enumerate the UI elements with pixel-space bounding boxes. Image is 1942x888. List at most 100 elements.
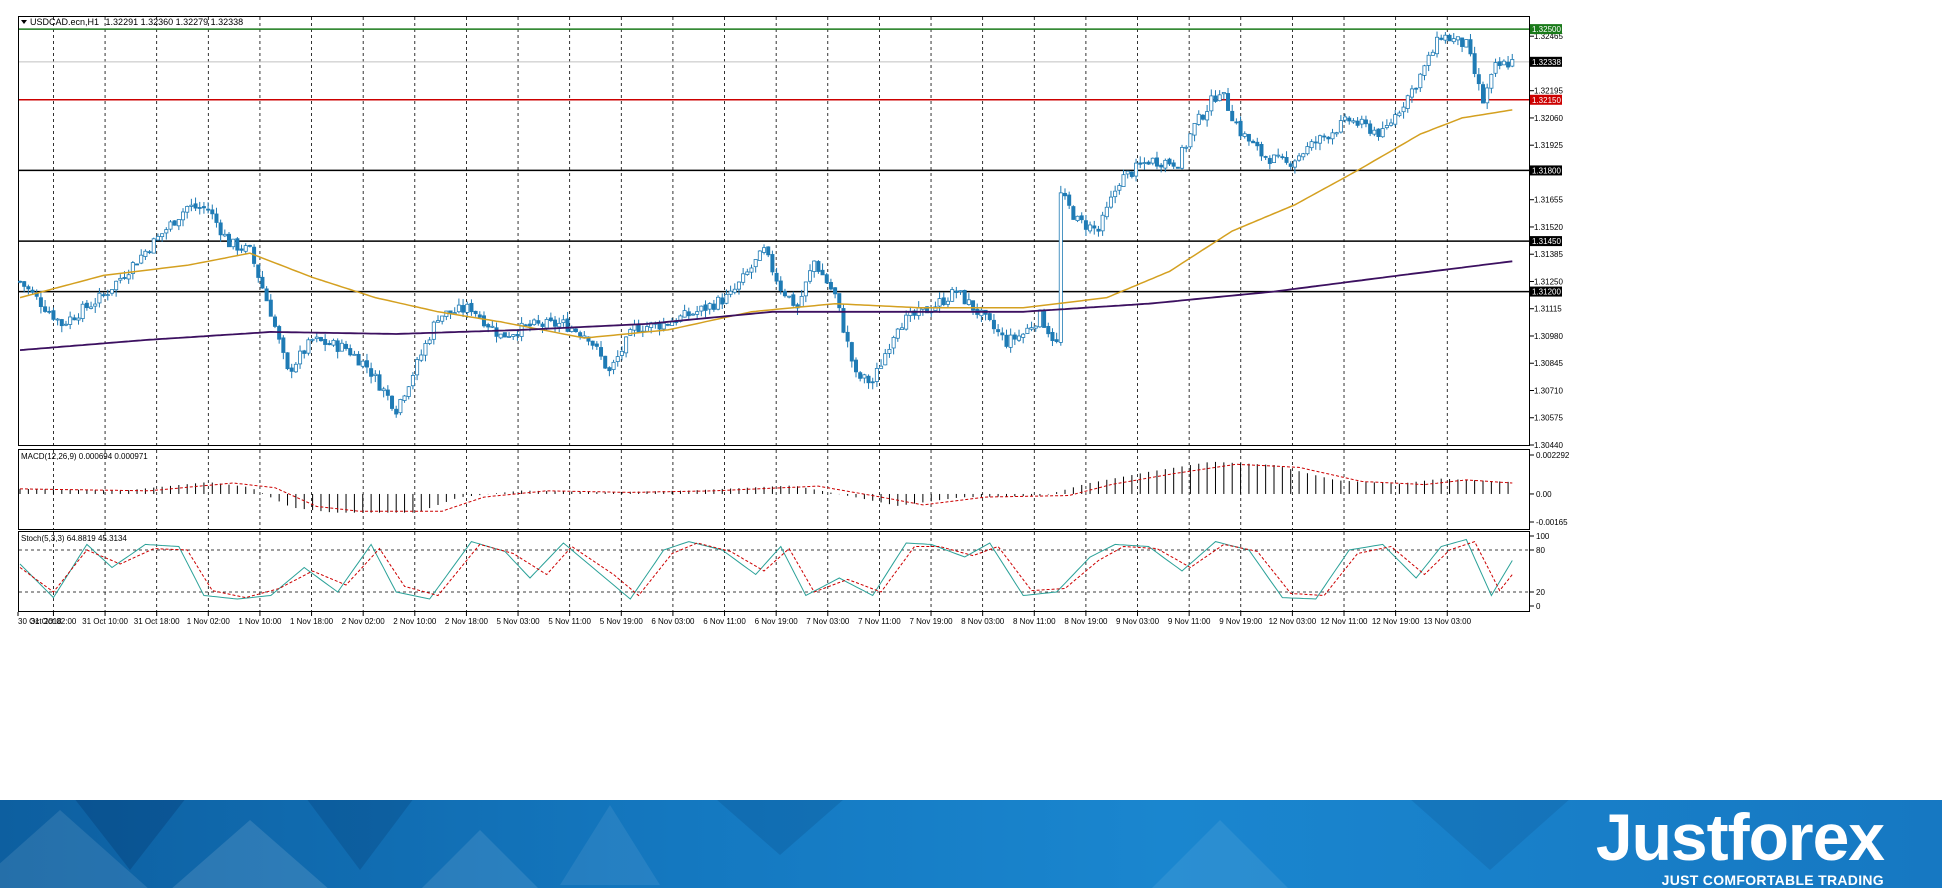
candle-body: [1409, 88, 1414, 98]
candle-body: [958, 290, 963, 293]
candle-body: [745, 271, 750, 275]
candle-body: [402, 395, 407, 401]
candle-body: [398, 399, 403, 414]
candle-body: [690, 313, 695, 316]
price-label: 1.31520: [1534, 223, 1563, 232]
candle-body: [962, 289, 967, 305]
candle-body: [1138, 162, 1143, 165]
candle-body: [1042, 310, 1047, 328]
level-label: 1.32338: [1532, 58, 1561, 67]
price-label: 1.31385: [1534, 250, 1563, 259]
candle-body: [833, 287, 838, 295]
candle-body: [536, 320, 541, 324]
candle-body: [139, 254, 144, 264]
candle-body: [1200, 114, 1205, 120]
candle-body: [1351, 120, 1356, 123]
candle-body: [1355, 120, 1360, 126]
svg-text:USDCAD.ecn,H1 1.32291 1.32: USDCAD.ecn,H1 1.32291 1.32360 1.32279 1.…: [30, 17, 243, 27]
candle-body: [1033, 325, 1038, 329]
candle-body: [473, 310, 478, 315]
candle-body: [762, 247, 767, 253]
candle-body: [310, 338, 315, 341]
candle-body: [624, 336, 629, 354]
candle-body: [101, 294, 106, 297]
candle-body: [1309, 141, 1314, 149]
candle-body: [1037, 309, 1042, 328]
candle-body: [122, 277, 127, 279]
candle-body: [1117, 185, 1122, 191]
candle-body: [1451, 38, 1456, 43]
symbol-title: USDCAD.ecn,H1: [30, 17, 99, 27]
candle-body: [1205, 111, 1210, 121]
candle-body: [494, 327, 499, 337]
time-label: 8 Nov 19:00: [1064, 617, 1108, 626]
candle-body: [866, 375, 871, 384]
price-label: 1.31925: [1534, 141, 1563, 150]
candle-body: [1455, 36, 1460, 41]
price-label: 1.30980: [1534, 332, 1563, 341]
time-label: 7 Nov 11:00: [858, 617, 901, 626]
candle-body: [1025, 327, 1030, 334]
candle-body: [1443, 34, 1448, 41]
candle-body: [874, 368, 879, 382]
macd-axis-label: -0.00165: [1536, 518, 1568, 527]
time-label: 5 Nov 03:00: [496, 617, 540, 626]
candle-body: [68, 316, 73, 325]
candle-body: [1167, 158, 1172, 165]
candle-body: [285, 352, 290, 370]
candle-body: [1226, 93, 1231, 111]
candle-body: [1050, 331, 1055, 342]
main-price-pane[interactable]: [18, 16, 1530, 446]
macd-pane[interactable]: [18, 449, 1530, 530]
candle-body: [1255, 141, 1260, 147]
candle-body: [724, 293, 729, 304]
candle-body: [1322, 135, 1327, 138]
candle-body: [155, 235, 160, 241]
candle-body: [84, 302, 89, 309]
level-label-bg: [1530, 165, 1562, 176]
candle-body: [364, 360, 369, 368]
candle-body: [1150, 157, 1155, 164]
stoch-signal-line: [19, 540, 1513, 599]
candle-body: [824, 274, 829, 284]
candle-body: [47, 310, 52, 313]
candle-body: [1506, 61, 1511, 68]
candle-body: [1292, 160, 1297, 168]
time-label: 1 Nov 10:00: [238, 617, 282, 626]
ohlc-values: 1.32291 1.32360 1.32279 1.32338: [106, 17, 244, 27]
time-label: 7 Nov 19:00: [909, 617, 953, 626]
macd-signal-line: [20, 463, 1513, 512]
candle-body: [590, 340, 595, 346]
candle-body: [557, 322, 562, 328]
candle-body: [728, 290, 733, 295]
candle-body: [1113, 190, 1118, 198]
candle-body: [511, 334, 516, 337]
candle-body: [966, 299, 971, 305]
candle-body: [381, 388, 386, 392]
candle-body: [1063, 192, 1068, 197]
trading-chart[interactable]: 1.32465 1.32195 1.32060 1.31925 1.31655 1.315…: [0, 0, 1942, 800]
candle-body: [636, 324, 641, 333]
candle-body: [1405, 95, 1410, 109]
stoch-axis-label: 80: [1536, 546, 1545, 555]
candle-body: [1460, 37, 1465, 47]
dropdown-triangle-icon[interactable]: [21, 20, 27, 24]
stochastic-pane[interactable]: [18, 531, 1530, 612]
time-label: 6 Nov 03:00: [651, 617, 695, 626]
candle-body: [17, 280, 22, 283]
candle-body: [218, 222, 223, 236]
candle-body: [1163, 159, 1168, 169]
candle-body: [105, 294, 110, 297]
candle-body: [1259, 144, 1264, 157]
candle-body: [670, 321, 675, 326]
candle-body: [344, 343, 349, 349]
candle-body: [1485, 87, 1490, 104]
candle-body: [1464, 39, 1469, 48]
macd-axis-label: 0.00: [1536, 490, 1552, 499]
candle-body: [76, 317, 81, 321]
candle-body: [1272, 154, 1277, 164]
candle-body: [440, 315, 445, 322]
candle-body: [306, 339, 311, 354]
candle-body: [431, 321, 436, 340]
candle-body: [465, 303, 470, 313]
